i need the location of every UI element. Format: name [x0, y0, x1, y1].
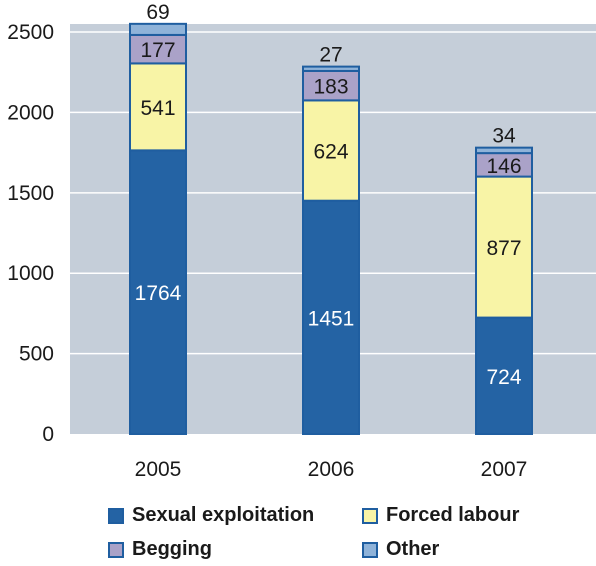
- legend-item-begging: Begging: [108, 538, 212, 561]
- data-label: 1764: [135, 282, 182, 305]
- legend-swatch-begging: [108, 541, 124, 558]
- data-label: 177: [140, 39, 175, 62]
- bar-segment: [129, 22, 187, 36]
- bar-segment: [475, 175, 533, 319]
- x-tick-label: 2005: [135, 458, 182, 481]
- legend-item-sexual-exploitation: Sexual exploitation: [108, 504, 314, 527]
- bar-segment: [475, 146, 533, 155]
- legend-label-forced-labour: Forced labour: [386, 504, 520, 526]
- data-label: 1451: [308, 307, 355, 330]
- legend: Sexual exploitation Forced labour Beggin…: [0, 496, 596, 566]
- data-label: 624: [313, 141, 348, 164]
- legend-swatch-forced-labour: [362, 507, 378, 524]
- legend-label-sexual-exploitation: Sexual exploitation: [132, 504, 315, 526]
- data-label: 724: [486, 366, 521, 389]
- y-tick-label: 2500: [7, 21, 54, 44]
- data-label: 541: [140, 97, 175, 120]
- stacked-bar-chart: 0 500 1000 1500 2000 2500 1764 541 177 69 2005 1451…: [7, 1, 596, 481]
- y-tick-label: 2000: [7, 101, 54, 124]
- legend-item-forced-labour: Forced labour: [362, 504, 519, 527]
- legend-swatch-other: [362, 541, 378, 558]
- legend-label-other: Other: [386, 538, 440, 560]
- bar-segment: [302, 65, 360, 72]
- data-label: 146: [486, 155, 521, 178]
- bar-segment: [129, 62, 187, 152]
- y-tick-label: 1500: [7, 182, 54, 205]
- data-label: 183: [313, 76, 348, 99]
- data-label: 27: [319, 44, 342, 67]
- x-tick-label: 2006: [308, 458, 355, 481]
- y-tick-label: 1000: [7, 262, 54, 285]
- bar-segment: [302, 99, 360, 202]
- legend-label-begging: Begging: [132, 538, 212, 560]
- y-tick-label: 0: [42, 423, 54, 446]
- bar-segment: [129, 149, 187, 435]
- x-tick-label: 2007: [481, 458, 528, 481]
- y-tick-label: 500: [19, 343, 54, 366]
- data-label: 69: [146, 1, 169, 24]
- data-label: 34: [492, 125, 516, 148]
- legend-item-other: Other: [362, 538, 439, 561]
- legend-swatch-sexual-exploitation: [108, 507, 124, 524]
- data-label: 877: [486, 237, 521, 260]
